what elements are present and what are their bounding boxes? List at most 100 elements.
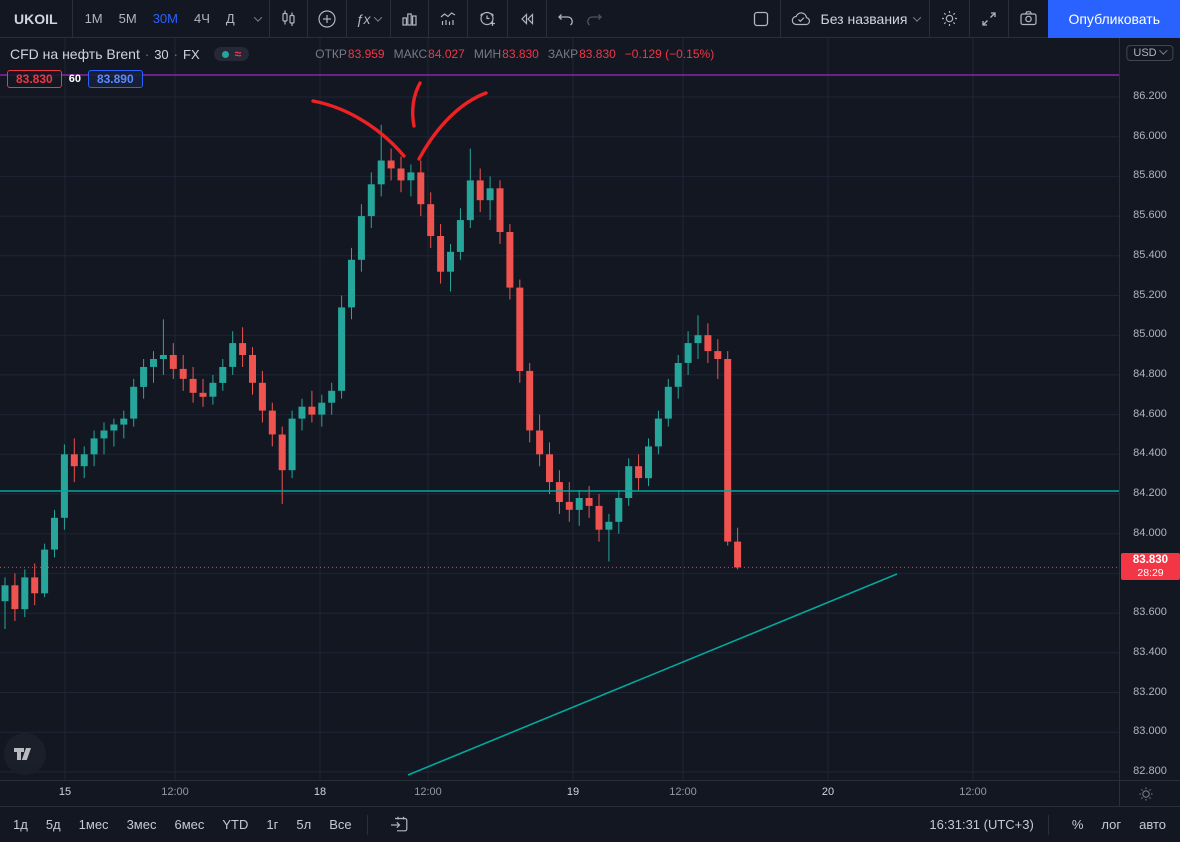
tradingview-logo[interactable] [4,733,46,775]
toolbar-separator [969,0,971,38]
price-axis-label: 83.000 [1133,725,1167,738]
forecast-button[interactable] [429,0,467,38]
ohlc-open-value: 83.959 [347,47,385,61]
symbol-interval[interactable]: 30 [154,46,169,62]
brush-drawing[interactable] [311,81,488,161]
auto-scale-button[interactable]: авто [1139,817,1166,832]
alarm-clock-plus-icon [479,11,495,26]
range-button-5д[interactable]: 5д [45,817,61,832]
time-axis-label: 12:00 [161,786,189,798]
ohlc-open-label: ОТКР [315,47,347,61]
price-axis-label: 85.000 [1133,328,1167,341]
price-axis-label: 84.600 [1133,407,1167,420]
price-axis-label: 82.800 [1133,764,1167,777]
chart-canvas[interactable]: CFD на нефть Brent · 30 · FX ≈ ОТКР 83.9… [0,38,1119,780]
compare-button[interactable] [308,0,346,38]
alert-price-label[interactable]: 83.830 [7,70,62,88]
replay-rewind-icon [520,12,533,25]
time-axis[interactable]: 15 12:00 18 12:00 19 12:00 20 12:00 [0,780,1119,806]
grid [0,38,1119,780]
market-status-pill[interactable]: ≈ [213,47,250,61]
price-axis-label: 83.200 [1133,685,1167,698]
ohlc-row: ОТКР 83.959 МАКС 84.027 МИН 83.830 ЗАКР … [315,47,714,61]
redo-button[interactable] [580,0,613,38]
change-value: −0.129 (−0.15%) [624,47,715,61]
price-axis-label: 84.400 [1133,447,1167,460]
interval-button-4Ч[interactable]: 4Ч [193,11,210,26]
interval-button-Д[interactable]: Д [225,11,235,26]
bottom-toolbar: 1д 5д 1мес 3мес 6мес YTD 1г 5л Все 16:31:31 (UTC… [0,806,1180,842]
clock-button[interactable]: 16:31:31 (UTC+3) [929,817,1034,832]
interval-button-30M[interactable]: 30M [152,11,178,26]
redo-icon [586,13,602,26]
scales-settings-sun-icon[interactable] [1138,786,1154,802]
candlestick-chart[interactable] [0,38,1119,780]
columns-icon [401,13,417,26]
trendline-drawing[interactable] [407,573,898,776]
toolbar-separator [71,0,73,38]
indicator-templates-button[interactable] [391,0,428,38]
market-open-dot-icon [221,50,229,58]
price-axis-label: 85.800 [1133,169,1167,182]
chart-style-button[interactable] [270,0,307,38]
tv-logo-icon [14,748,31,760]
chevron-down-icon [913,12,922,22]
range-button-1д[interactable]: 1д [13,817,28,832]
chevron-down-icon [253,12,262,22]
time-axis-label: 12:00 [414,786,442,798]
snapshot-button[interactable] [1009,0,1048,38]
footer-separator [366,814,368,835]
interval-menu-button[interactable] [247,0,269,38]
currency-button[interactable]: USD [1126,45,1174,61]
price-axis[interactable]: USD 83.830 28:29 86.200 86.000 85.800 85.60… [1119,38,1180,780]
ohlc-close: ЗАКР 83.830 [548,47,616,61]
range-button-1мес[interactable]: 1мес [78,817,109,832]
price-axis-label: 86.200 [1133,90,1167,102]
candles-series [1,124,742,629]
undo-button[interactable] [547,0,580,38]
bar-replay-button[interactable] [508,0,546,38]
price-axis-label: 86.000 [1133,129,1167,142]
publish-button[interactable]: Опубликовать [1048,0,1180,38]
time-axis-label: 18 [313,786,327,798]
chart-settings-button[interactable] [930,0,969,38]
range-button-3мес[interactable]: 3мес [126,817,157,832]
ohlc-high-label: МАКС [393,47,428,61]
toolbar-separator [1008,0,1010,38]
alert-button[interactable] [468,0,507,38]
axis-corner[interactable] [1119,780,1180,806]
symbol-search-button[interactable]: UKOIL [14,10,58,27]
range-button-1г[interactable]: 1г [266,817,279,832]
time-axis-label: 12:00 [959,786,987,798]
layout-name-button[interactable]: Без названия [781,0,930,38]
toolbar-separator [779,0,781,38]
range-button-5л[interactable]: 5л [296,817,312,832]
ohlc-open: ОТКР 83.959 [315,47,384,61]
percent-scale-button[interactable]: % [1071,817,1084,832]
log-scale-button[interactable]: лог [1101,817,1122,832]
go-to-date-button[interactable] [380,807,419,842]
delayed-data-icon: ≈ [234,47,242,61]
calendar-arrow-icon [390,816,407,832]
order-price-label[interactable]: 83.890 [87,70,143,88]
fullscreen-button[interactable] [970,0,1008,38]
bars-counter-label: 60 [68,73,81,85]
range-button-Все[interactable]: Все [329,817,352,832]
symbol-exchange[interactable]: FX [183,46,200,62]
ohlc-close-label: ЗАКР [547,47,579,61]
range-button-6мес[interactable]: 6мес [174,817,205,832]
interval-button-5M[interactable]: 5M [118,11,137,26]
layout-button[interactable] [742,0,780,38]
candles-icon [282,10,295,26]
last-price-label: 83.830 28:29 [1121,553,1180,581]
interval-button-1M[interactable]: 1M [84,11,103,26]
price-axis-label: 83.600 [1133,606,1167,619]
symbol-title[interactable]: CFD на нефть Brent [10,46,140,62]
indicators-button[interactable]: ƒx [347,0,390,38]
title-separator: · [144,46,150,62]
range-button-YTD[interactable]: YTD [222,817,249,832]
gear-icon [942,11,958,26]
fx-icon: ƒx [355,10,371,27]
price-axis-label: 84.200 [1133,487,1167,499]
